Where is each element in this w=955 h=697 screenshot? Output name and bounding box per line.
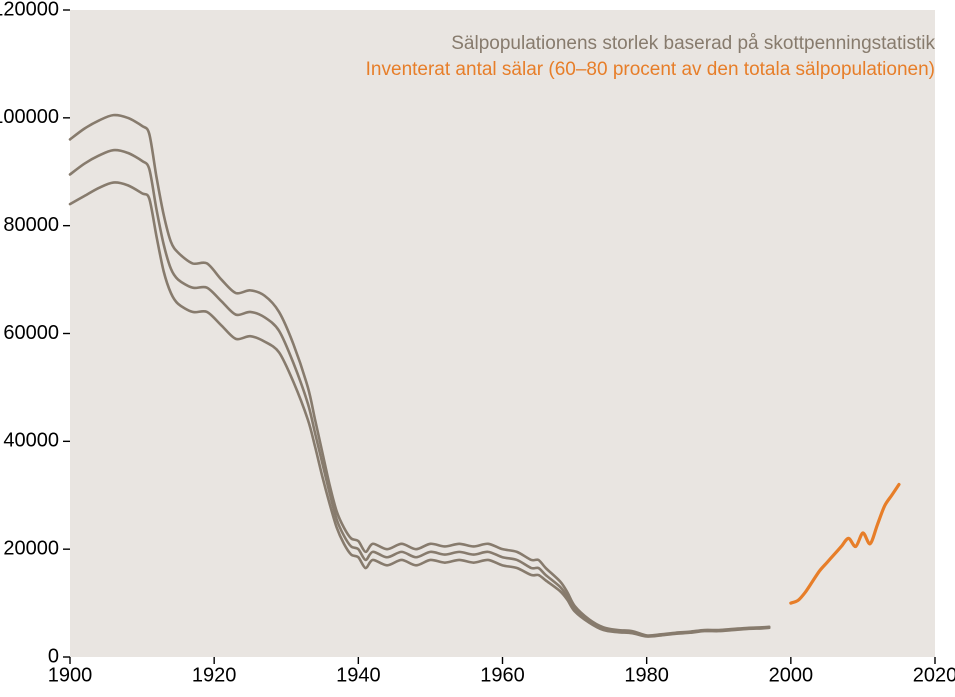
x-tick-label: 1900 [48,665,93,687]
y-tick-label: 40000 [3,430,59,452]
y-tick-label: 20000 [3,537,59,559]
y-tick-label: 80000 [3,214,59,236]
legend-entry: Sälpopulationens storlek baserad på skot… [451,33,935,54]
x-tick-label: 1920 [192,665,237,687]
plot-area [70,10,935,657]
x-tick-label: 1960 [480,665,525,687]
legend-entry: Inventerat antal sälar (60–80 procent av… [366,59,935,80]
x-tick-label: 1940 [336,665,381,687]
y-tick-label: 120000 [0,0,59,20]
x-tick-label: 1980 [624,665,669,687]
x-tick-label: 2000 [769,665,814,687]
y-tick-label: 100000 [0,106,59,128]
y-tick-label: 60000 [3,322,59,344]
seal-population-chart: 0200004000060000800001000001200001900192… [0,0,955,697]
x-tick-label: 2020 [913,665,955,687]
